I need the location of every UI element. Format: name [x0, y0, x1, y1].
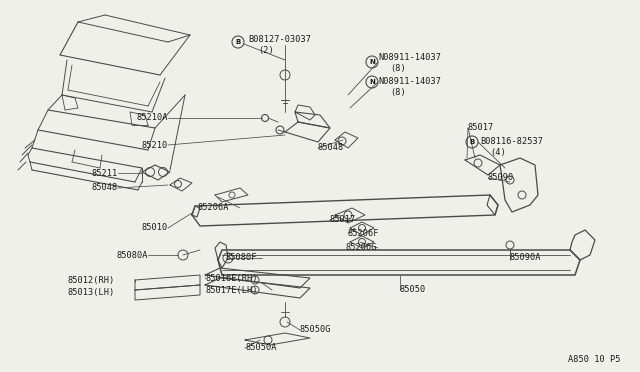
Text: B: B — [236, 39, 241, 45]
Text: A850 10 P5: A850 10 P5 — [568, 356, 620, 365]
Text: 85017: 85017 — [330, 215, 356, 224]
Text: (2): (2) — [258, 45, 274, 55]
Text: (8): (8) — [390, 64, 406, 73]
Text: 85048: 85048 — [92, 183, 118, 192]
Text: N: N — [369, 59, 375, 65]
Text: N: N — [369, 79, 375, 85]
Text: (8): (8) — [390, 87, 406, 96]
Text: B08116-82537: B08116-82537 — [480, 138, 543, 147]
Text: 85016E(RH): 85016E(RH) — [205, 273, 257, 282]
Text: 85017E(LH): 85017E(LH) — [205, 285, 257, 295]
Text: N08911-14037: N08911-14037 — [378, 77, 441, 87]
Text: 85017: 85017 — [468, 124, 494, 132]
Text: 85211: 85211 — [92, 169, 118, 177]
Text: N08911-14037: N08911-14037 — [378, 54, 441, 62]
Text: 85090: 85090 — [488, 173, 515, 183]
Text: 85012(RH): 85012(RH) — [68, 276, 115, 285]
Text: 85050: 85050 — [400, 285, 426, 295]
Text: 85090A: 85090A — [510, 253, 541, 263]
Text: 85050A: 85050A — [245, 343, 276, 353]
Text: 85206F: 85206F — [348, 228, 380, 237]
Text: 85010: 85010 — [141, 224, 168, 232]
Text: 85210A: 85210A — [136, 113, 168, 122]
Text: 85013(LH): 85013(LH) — [68, 288, 115, 296]
Text: 85050G: 85050G — [300, 326, 332, 334]
Text: 85080F: 85080F — [225, 253, 257, 263]
Text: (4): (4) — [490, 148, 506, 157]
Text: 85210: 85210 — [141, 141, 168, 150]
Text: 85048: 85048 — [318, 144, 344, 153]
Text: 85206A: 85206A — [198, 203, 230, 212]
Text: B08127-03037: B08127-03037 — [248, 35, 311, 45]
Text: 85206G: 85206G — [345, 244, 376, 253]
Text: 85080A: 85080A — [116, 250, 148, 260]
Text: B: B — [469, 139, 475, 145]
